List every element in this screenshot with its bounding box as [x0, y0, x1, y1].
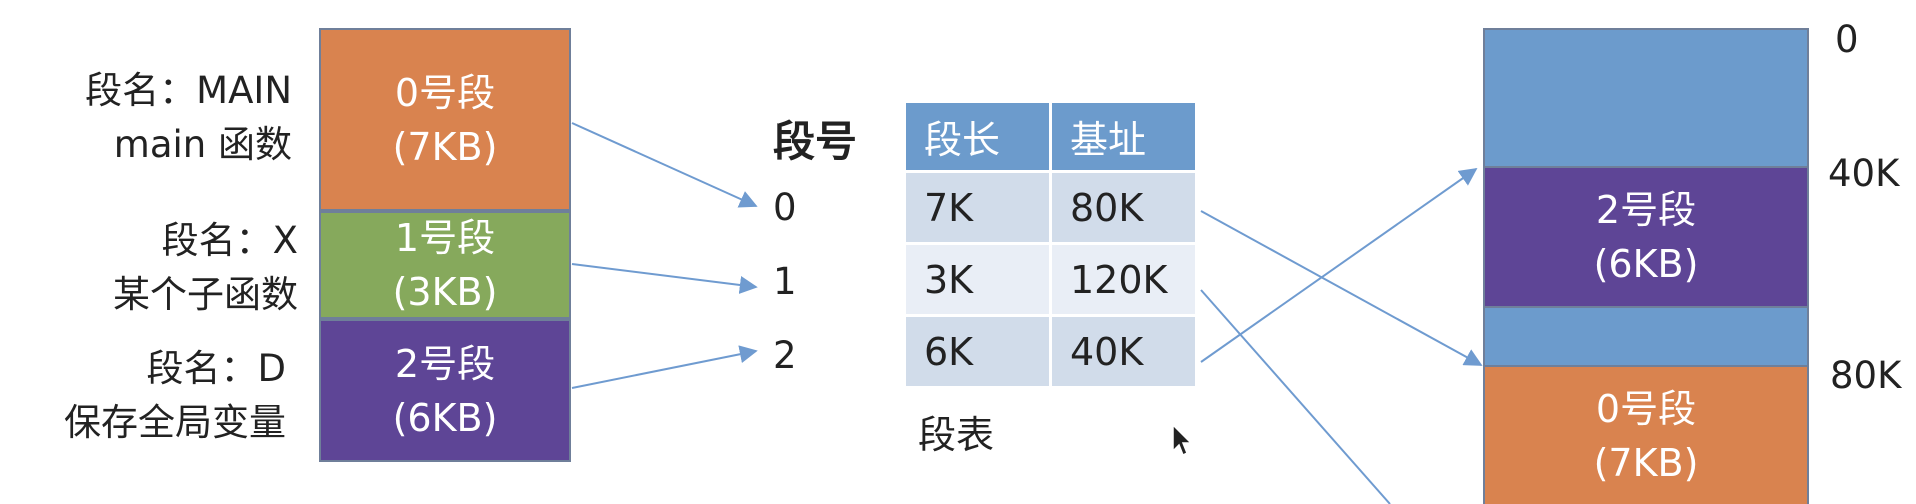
segment-0-desc: main 函数: [113, 123, 292, 166]
segment-table-header-base: 基址: [1049, 100, 1198, 173]
logical-segment-2-title: 2号段: [394, 341, 496, 386]
memory-address-80k: 80K: [1830, 354, 1902, 397]
segment-table-row: 3K 120K: [903, 242, 1198, 317]
arrow-seg2-to-num2: [571, 345, 758, 389]
memory-segment-2-size: (6KB): [1593, 242, 1699, 286]
arrow-row1-to-120k: [1200, 289, 1391, 504]
segment-number-1: 1: [773, 260, 797, 303]
arrow-seg1-to-num1: [571, 263, 758, 294]
logical-segment-0-title: 0号段: [394, 70, 496, 115]
segment-table-cell-base: 40K: [1049, 314, 1198, 389]
memory-segment-0-title: 0号段: [1595, 386, 1697, 431]
segment-table-row: 7K 80K: [903, 170, 1198, 245]
logical-segment-2-block: 2号段 (6KB): [319, 319, 571, 462]
segment-table-cell-base: 120K: [1049, 242, 1198, 317]
segment-table-caption: 段表: [918, 413, 995, 457]
memory-free-block-middle: [1483, 308, 1809, 365]
logical-segment-0-size: (7KB): [392, 124, 498, 169]
memory-segment-2-block: 2号段 (6KB): [1483, 166, 1809, 308]
arrow-seg0-to-num0: [571, 122, 758, 208]
logical-segment-1-block: 1号段 (3KB): [319, 211, 571, 319]
segment-1-desc: 某个子函数: [113, 273, 298, 316]
segment-table: 段长 基址 7K 80K 3K 120K 6K 40K: [903, 100, 1198, 389]
segment-table-row: 6K 40K: [903, 314, 1198, 389]
arrow-row2-to-40k: [1200, 167, 1478, 363]
segment-2-desc: 保存全局变量: [64, 401, 286, 444]
segment-1-name-label: 段名：X: [161, 219, 298, 262]
segment-2-name-label: 段名：D: [146, 347, 287, 390]
memory-free-block-top: [1483, 28, 1809, 166]
segment-table-cell-length: 6K: [903, 314, 1052, 389]
segment-table-header-row: 段长 基址: [903, 100, 1198, 173]
segment-table-cell-base: 80K: [1049, 170, 1198, 245]
logical-segment-0-block: 0号段 (7KB): [319, 28, 571, 211]
logical-segment-1-size: (3KB): [392, 270, 498, 314]
segment-0-labels: 段名：MAIN main 函数: [0, 64, 292, 172]
memory-segment-2-title: 2号段: [1595, 188, 1697, 232]
segment-table-cell-length: 3K: [903, 242, 1052, 317]
logical-segment-1-title: 1号段: [394, 216, 496, 260]
segment-table-cell-length: 7K: [903, 170, 1052, 245]
arrow-row0-to-80k: [1200, 210, 1483, 366]
segment-table-header-length: 段长: [903, 100, 1052, 173]
segment-number-0: 0: [773, 186, 797, 229]
segment-1-labels: 段名：X 某个子函数: [0, 214, 298, 322]
logical-segment-2-size: (6KB): [392, 395, 498, 440]
memory-segment-0-size: (7KB): [1593, 440, 1699, 485]
memory-segment-0-block: 0号段 (7KB): [1483, 365, 1809, 504]
segment-number-header: 段号: [773, 117, 858, 166]
memory-address-0: 0: [1835, 18, 1859, 61]
segment-number-2: 2: [773, 334, 797, 377]
memory-address-40k: 40K: [1828, 152, 1900, 195]
segment-2-labels: 段名：D 保存全局变量: [0, 342, 286, 450]
segment-0-name-label: 段名：MAIN: [85, 69, 292, 112]
mouse-cursor-icon: [1172, 424, 1193, 457]
